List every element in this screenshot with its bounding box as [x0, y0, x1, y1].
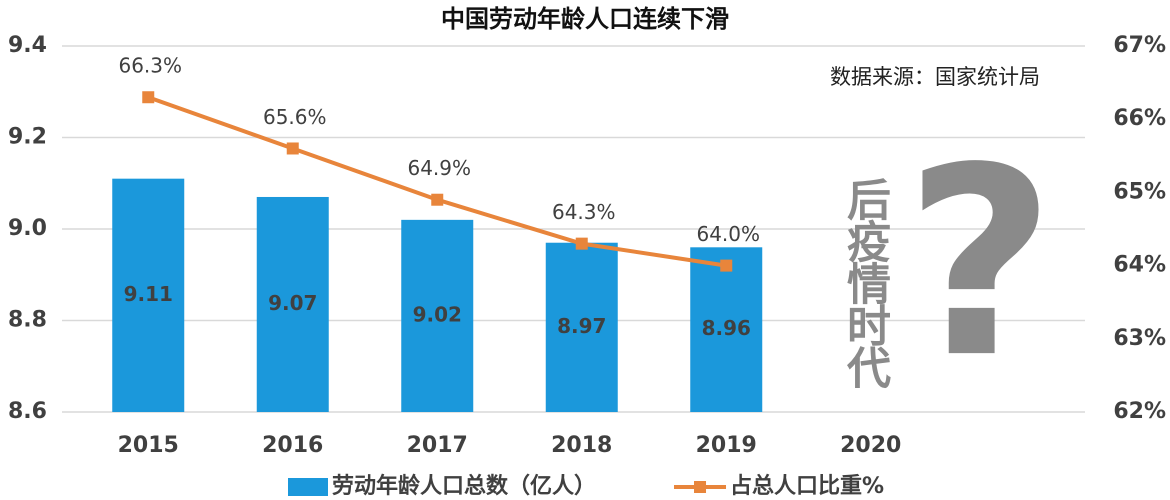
y2-tick-label: 67% [1113, 33, 1166, 58]
bar [545, 242, 618, 412]
question-mark: ? [905, 113, 1056, 415]
line-marker [720, 259, 733, 272]
y-tick-label: 8.6 [8, 399, 47, 424]
y-tick-label: 9.2 [8, 125, 47, 150]
legend-label: 劳动年龄人口总数（亿人） [332, 473, 596, 499]
x-tick-label: 2018 [551, 433, 612, 458]
line-label: 66.3% [118, 54, 182, 78]
y2-tick-label: 66% [1113, 106, 1166, 131]
line-label: 64.0% [696, 222, 760, 246]
y2-tick-label: 64% [1113, 253, 1166, 278]
grid [62, 45, 1085, 413]
y2-tick-label: 65% [1113, 179, 1166, 204]
y-tick-label: 9.0 [8, 216, 47, 241]
line-marker [575, 237, 588, 250]
line-label: 64.3% [552, 200, 616, 224]
legend-swatch [694, 481, 707, 493]
legend-swatch [288, 478, 328, 496]
x-tick-label: 2017 [407, 433, 468, 458]
bar [112, 178, 185, 412]
bar [256, 196, 329, 412]
legend-label: 占总人口比重% [730, 473, 884, 499]
bar-label: 8.97 [557, 314, 606, 338]
bar-label: 9.02 [413, 302, 462, 326]
bar-label: 9.07 [268, 291, 317, 315]
x-tick-label: 2015 [118, 433, 179, 458]
chart-title: 中国劳动年龄人口连续下滑 [441, 5, 729, 33]
bar [690, 247, 763, 412]
bar-label: 9.11 [124, 282, 173, 306]
line-marker [286, 142, 299, 155]
y-tick-label: 8.8 [8, 308, 47, 333]
y-tick-label: 9.4 [8, 33, 47, 58]
x-tick-label: 2020 [840, 433, 901, 458]
source-note: 数据来源：国家统计局 [830, 65, 1040, 89]
x-tick-label: 2019 [696, 433, 757, 458]
bar-label: 8.96 [702, 316, 751, 340]
line-marker [142, 91, 155, 104]
bar [401, 219, 474, 412]
y2-tick-label: 63% [1113, 326, 1166, 351]
y2-tick-label: 62% [1113, 399, 1166, 424]
line-label: 64.9% [407, 156, 471, 180]
x-tick-label: 2016 [262, 433, 323, 458]
line-label: 65.6% [263, 105, 327, 129]
line-marker [431, 193, 444, 206]
post-epidemic-text: 后疫情时代 [839, 177, 892, 389]
